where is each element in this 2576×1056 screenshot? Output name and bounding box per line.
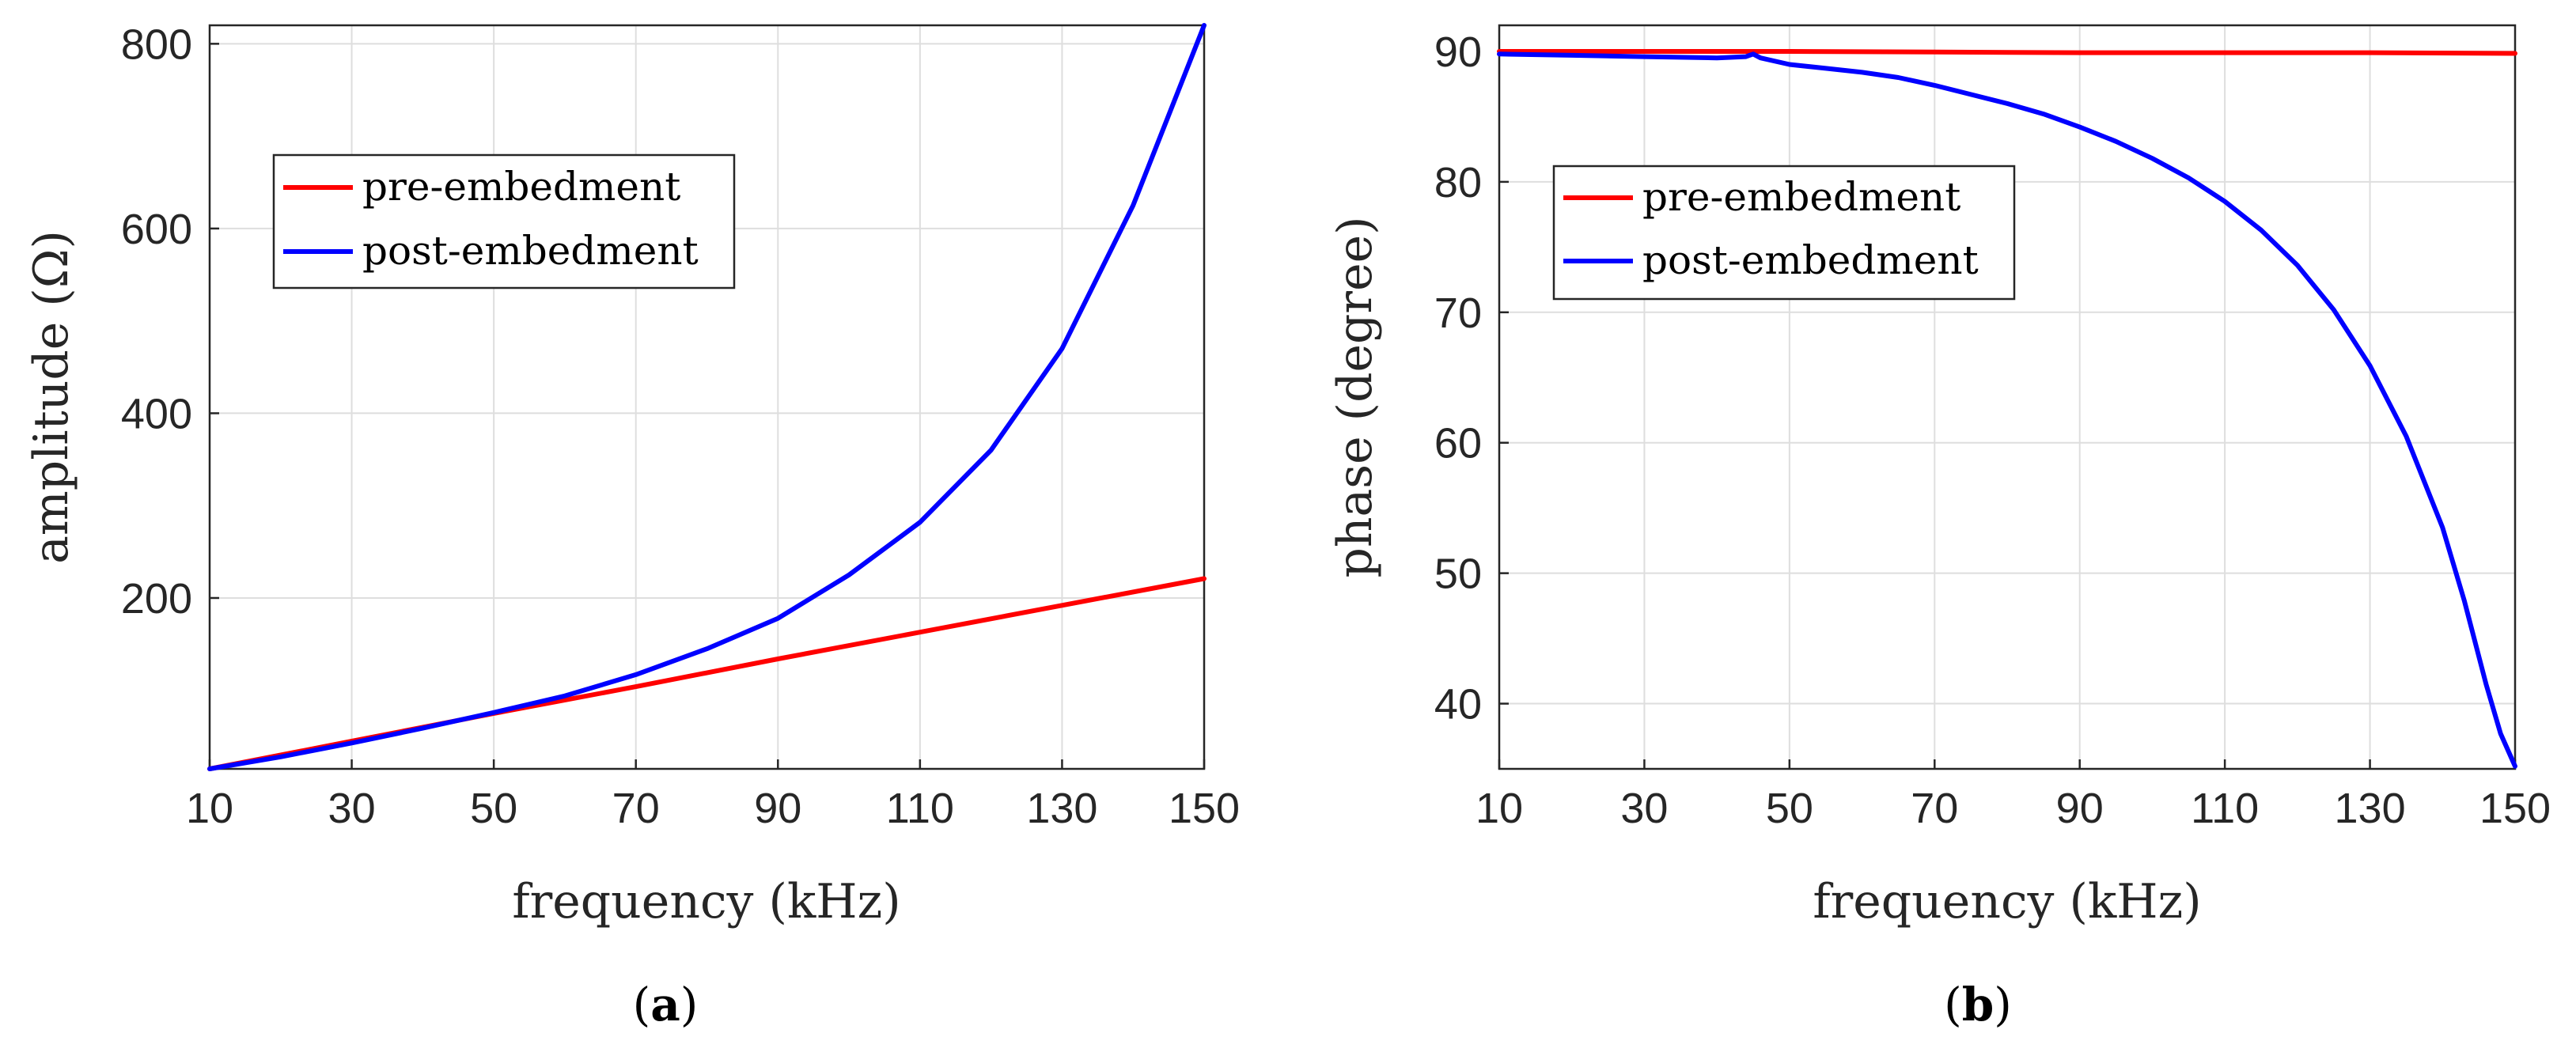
x-tick-label: 50: [470, 785, 517, 832]
y-tick-label: 70: [1434, 290, 1482, 337]
legend-box: [1552, 165, 2016, 301]
plot-frame: [208, 24, 1206, 770]
y-tick-label: 60: [1434, 420, 1482, 467]
series-line-post-embedment: [207, 23, 1207, 771]
y-tick-label: 40: [1434, 681, 1482, 729]
amplitude-chart: 10 30 50 70 90 110 130 150 200 400 600 800 frequen…: [24, 21, 1240, 1031]
x-ticks: 10 30 50 70 90 110 130 150: [186, 759, 1240, 832]
y-tick-label: 600: [121, 206, 192, 253]
x-tick-label: 10: [186, 785, 233, 832]
x-tick-label: 10: [1476, 785, 1523, 832]
y-axis-label: amplitude (Ω): [24, 230, 79, 564]
legend: pre-embedment post-embedment: [1552, 165, 2016, 301]
y-tick-label: 50: [1434, 551, 1482, 598]
y-tick-label: 800: [121, 21, 192, 68]
x-tick-label: 70: [1911, 785, 1958, 832]
panel-label-a-letter: a: [650, 978, 680, 1031]
legend: pre-embedment post-embedment: [272, 153, 736, 290]
x-ticks: 10 30 50 70 90 110 130 150: [1476, 759, 2551, 832]
legend-label-post-embedment: post-embedment: [1642, 237, 1979, 283]
x-axis-label: frequency (kHz): [1813, 874, 2201, 929]
legend-label-post-embedment: post-embedment: [362, 228, 699, 274]
x-tick-label: 150: [1169, 785, 1240, 832]
x-tick-label: 90: [754, 785, 801, 832]
y-axis-label: phase (degree): [1328, 216, 1383, 577]
x-tick-label: 130: [2335, 785, 2406, 832]
panel-label-b-letter: b: [1962, 978, 1995, 1031]
phase-chart: 10 30 50 70 90 110 130 150 40 50 60 70 80 90 frequen…: [1328, 24, 2551, 1031]
legend-box: [272, 153, 736, 290]
grid: [209, 25, 1205, 769]
series-line-post-embedment: [1497, 51, 2517, 769]
grid: [1498, 25, 2516, 769]
series-line-pre-embedment: [1497, 49, 2517, 56]
x-tick-label: 130: [1026, 785, 1097, 832]
x-tick-label: 110: [2191, 785, 2259, 832]
y-ticks: 200 400 600 800: [121, 21, 219, 623]
x-tick-label: 150: [2479, 785, 2551, 832]
y-tick-label: 80: [1434, 159, 1482, 206]
panel-label-a: (a): [633, 978, 699, 1031]
x-tick-label: 30: [328, 785, 376, 832]
legend-label-pre-embedment: pre-embedment: [1642, 174, 1960, 220]
x-tick-label: 110: [886, 785, 954, 832]
y-ticks: 40 50 60 70 80 90: [1434, 28, 1509, 729]
x-axis-label: frequency (kHz): [512, 874, 900, 929]
series: [1497, 49, 2517, 769]
x-tick-label: 70: [612, 785, 660, 832]
series: [207, 23, 1207, 771]
y-tick-label: 90: [1434, 28, 1482, 76]
x-tick-label: 50: [1766, 785, 1813, 832]
plot-frame: [1498, 24, 2517, 770]
legend-label-pre-embedment: pre-embedment: [362, 164, 680, 210]
x-tick-label: 30: [1620, 785, 1668, 832]
x-tick-label: 90: [2056, 785, 2104, 832]
y-tick-label: 400: [121, 390, 192, 437]
y-tick-label: 200: [121, 575, 192, 623]
panel-label-b: (b): [1944, 978, 2012, 1031]
